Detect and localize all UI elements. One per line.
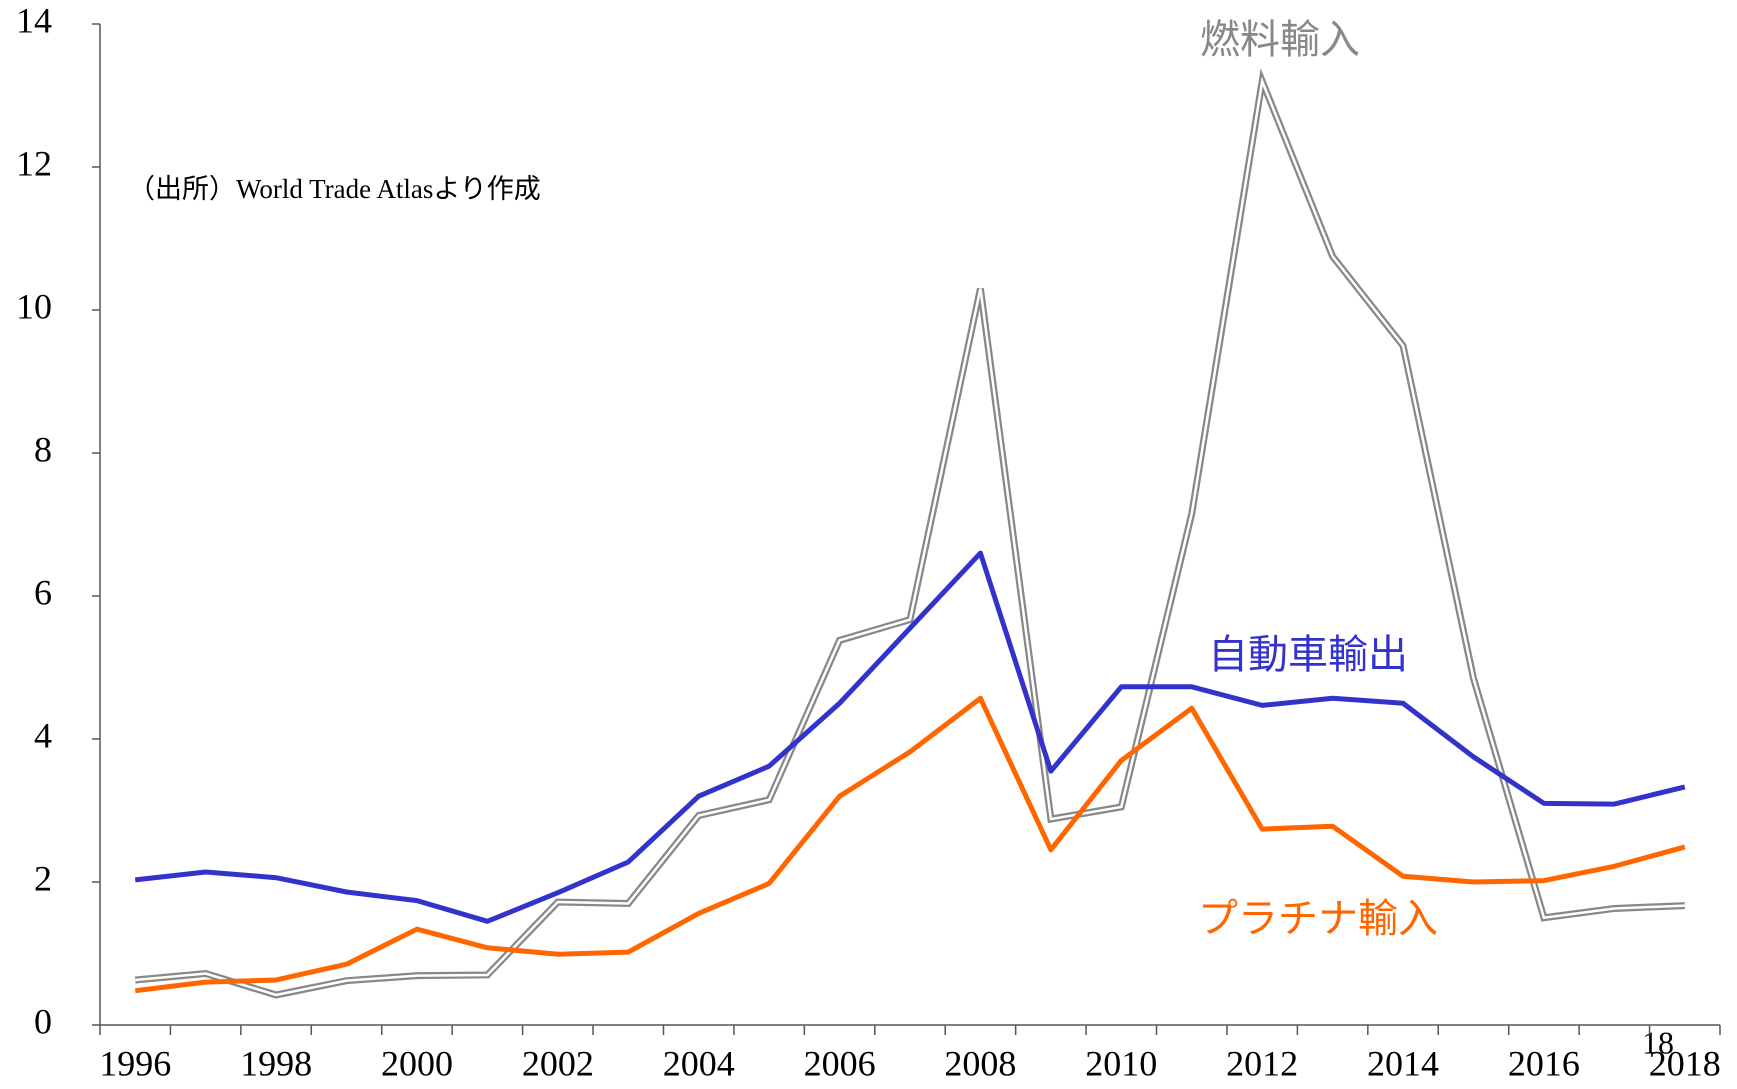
x-tick-label: 1998 (240, 1043, 312, 1083)
series-label: プラチナ輸入 (1198, 896, 1438, 942)
y-tick-label: 12 (16, 143, 52, 183)
y-tick-label: 14 (16, 0, 52, 40)
series-line (134, 695, 1686, 994)
x-tick-label: 1996 (99, 1043, 171, 1083)
y-tick-label: 10 (16, 286, 52, 326)
y-tick-label: 2 (34, 858, 52, 898)
x-tick-label: 2004 (663, 1043, 735, 1083)
y-tick-label: 0 (34, 1001, 52, 1041)
y-tick-label: 4 (34, 715, 52, 755)
series-line (134, 550, 1686, 924)
x-tick-label: 2010 (1085, 1043, 1157, 1083)
y-tick-label: 8 (34, 429, 52, 469)
x-tick-label: 2018 (1649, 1043, 1721, 1083)
x-tick-label: 2002 (522, 1043, 594, 1083)
x-tick-label: 2006 (804, 1043, 876, 1083)
source-note: （出所）World Trade Atlasより作成 (128, 174, 541, 204)
x-tick-label: 2000 (381, 1043, 453, 1083)
series-label: 燃料輸入 (1200, 17, 1360, 63)
y-tick-label: 6 (34, 572, 52, 612)
series-line (134, 68, 1685, 999)
x-tick-label: 2012 (1226, 1043, 1298, 1083)
series-label: 自動車輸出 (1208, 632, 1408, 678)
x-tick-label: 2014 (1367, 1043, 1439, 1083)
series-line-inner (135, 76, 1685, 997)
page-number: 18 (1642, 1024, 1674, 1060)
x-tick-label: 2016 (1508, 1043, 1580, 1083)
x-tick-label: 2008 (944, 1043, 1016, 1083)
